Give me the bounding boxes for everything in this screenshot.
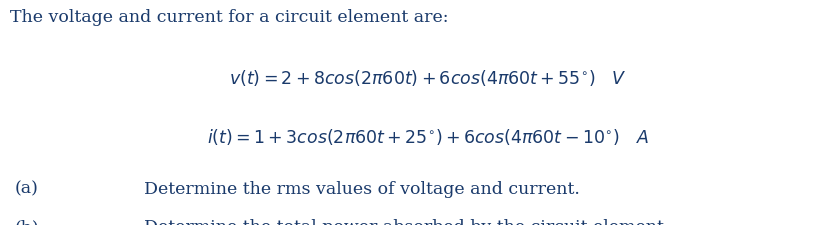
Text: (b): (b) (15, 218, 40, 225)
Text: Determine the total power absorbed by the circuit element.: Determine the total power absorbed by th… (144, 218, 669, 225)
Text: Determine the rms values of voltage and current.: Determine the rms values of voltage and … (144, 180, 580, 197)
Text: The voltage and current for a circuit element are:: The voltage and current for a circuit el… (10, 9, 449, 26)
Text: $i(t) = 1 + 3cos(2\pi 60t + 25^{\circ}) + 6cos(4\pi 60t - 10^{\circ})\quad A$: $i(t) = 1 + 3cos(2\pi 60t + 25^{\circ}) … (207, 126, 649, 146)
Text: $v(t) = 2 + 8cos(2\pi 60t) + 6cos(4\pi 60t + 55^{\circ})\quad V$: $v(t) = 2 + 8cos(2\pi 60t) + 6cos(4\pi 6… (229, 68, 627, 87)
Text: (a): (a) (15, 180, 39, 197)
